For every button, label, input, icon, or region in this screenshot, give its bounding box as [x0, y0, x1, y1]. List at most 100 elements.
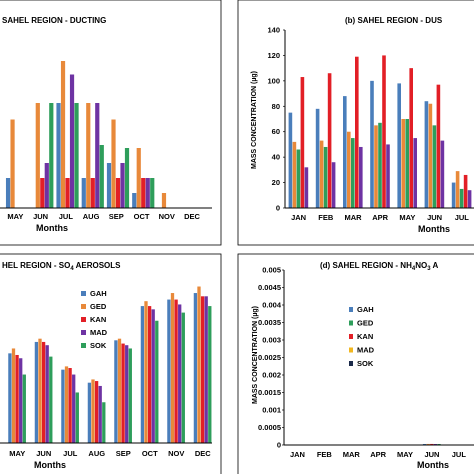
panel-d-x-tick: JAN [290, 450, 305, 459]
panel-b-bar-gah [424, 101, 429, 208]
panel-b-bar-gah [288, 112, 293, 208]
panel-b-x-tick: JUN [427, 213, 442, 222]
panel-b: (b) SAHEL REGION - DUS MASS CONCENTRATIO… [237, 0, 474, 246]
panel-b-bar-mad [304, 167, 309, 208]
panel-a-frame [0, 0, 222, 246]
panel-d-legend-label: KAN [357, 332, 373, 341]
panel-b-bar-ged [319, 140, 324, 208]
panel-b-x-tick: APR [372, 213, 388, 222]
panel-c-bar-ged [117, 338, 122, 443]
panel-b-y-ticks: 0 20 40 60 80 100 120 140 [267, 26, 285, 213]
panel-c-bar-gah [167, 299, 171, 443]
panel-b-x-label: Months [418, 224, 450, 234]
panel-c-bar-kan [121, 343, 125, 443]
panel-a-bar-ged [60, 61, 66, 208]
panel-d-bar-ged [426, 443, 430, 445]
panel-a-bar-sok [74, 103, 79, 208]
panel-c-legend-swatch-mad [81, 330, 86, 335]
panel-a: SAHEL REGION - DUCTING MAY JUN JUL AUG SEP OC… [0, 0, 222, 246]
panel-d-legend-label: GED [357, 319, 374, 328]
panel-a-bar-kan [40, 178, 45, 208]
panel-c-bar-ged [170, 293, 175, 443]
panel-c-bar-gah [61, 369, 65, 443]
panel-a-bar-gah [106, 163, 112, 208]
panel-d-x-tick: MAY [397, 450, 413, 459]
panel-d-x-tick: APR [370, 450, 386, 459]
panel-a-bar-mad [44, 163, 49, 208]
panel-c-x-tick: OCT [142, 449, 158, 458]
panel-d-legend-swatch-gah [349, 307, 353, 312]
panel-a-bar-mad [69, 74, 75, 208]
panel-a-bar-ged [161, 193, 167, 208]
panel-a-x-ticks: MAY JUN JUL AUG SEP OCT NOV DEC [7, 212, 200, 221]
panel-d-y-tick: 0.0025 [258, 353, 281, 362]
panel-c-bar-gah [193, 293, 198, 443]
panel-b-bar-sok [323, 146, 328, 208]
panel-b-bar-ged [292, 141, 297, 208]
panel-c-title-suffix: AEROSOLS [74, 261, 121, 270]
panel-b-bar-sok [459, 188, 464, 208]
panel-b-y-tick: 40 [272, 153, 280, 162]
panel-a-bar-gah [81, 178, 86, 208]
panel-c-bar-ged [11, 348, 16, 443]
panel-c-bar-kan [174, 299, 178, 443]
panel-a-bar-gah [56, 103, 61, 208]
panel-d-legend-label: SOK [357, 359, 374, 368]
panel-b-bar-ged [374, 125, 378, 208]
panel-b-y-tick: 120 [267, 51, 280, 60]
panel-a-title: SAHEL REGION - DUCTING [2, 16, 106, 25]
panel-d-x-ticks: JAN FEB MAR APR MAY JUN JUL [290, 450, 466, 459]
panel-a-x-tick: NOV [159, 212, 175, 221]
panel-c-bar-mad [19, 358, 23, 443]
panel-d-y-tick: 0.002 [262, 371, 281, 380]
panel-c-x-tick: JUL [63, 449, 78, 458]
panel-a-bar-mad [95, 103, 100, 208]
panel-b-bar-ged [455, 171, 460, 208]
panel-d-y-tick: 0.0015 [258, 388, 281, 397]
panel-c-bar-ged [38, 338, 42, 443]
panel-d-y-tick: 0.004 [262, 301, 282, 310]
panel-b-bar-kan [355, 56, 359, 209]
panel-c-bar-gah [114, 340, 118, 443]
panel-c-bar-mad [98, 385, 102, 443]
panel-a-bar-sok [150, 178, 155, 208]
panel-c-x-ticks: MAY JUN JUL AUG SEP OCT NOV DEC [9, 449, 211, 458]
panel-d-legend-swatch-ged [349, 320, 353, 326]
panel-a-x-tick: SEP [109, 212, 124, 221]
panel-a-x-tick: JUL [59, 212, 74, 221]
panel-c-x-tick: AUG [88, 449, 105, 458]
panel-c-bar-gah [87, 382, 92, 443]
panel-c-legend-label: GED [90, 302, 107, 311]
panel-c-x-tick: JUN [36, 449, 51, 458]
panel-d-legend-label: GAH [357, 305, 374, 314]
panel-c-bar-mad [125, 345, 129, 443]
panel-d-y-tick: 0.0005 [258, 423, 281, 432]
panel-d-y-tick: 0.001 [262, 406, 281, 415]
panel-a-bar-ged [10, 119, 15, 208]
panel-d-y-tick: 0.0045 [258, 283, 281, 292]
panel-b-bar-gah [370, 80, 374, 208]
panel-d-frame [237, 253, 474, 474]
panel-b-bar-ged [428, 103, 433, 208]
panel-a-bar-kan [65, 178, 70, 208]
panel-c-legend-label: GAH [90, 289, 107, 298]
panel-d-x-tick: FEB [317, 450, 333, 459]
panel-a-bar-sok [49, 103, 54, 208]
panel-d-legend-swatch-sok [349, 361, 353, 366]
panel-a-x-tick: OCT [134, 212, 150, 221]
panel-b-bar-kan [327, 73, 332, 208]
panel-c-bar-ged [91, 379, 95, 443]
panel-c-bar-sok [155, 320, 159, 443]
panel-c-x-tick: NOV [168, 449, 184, 458]
panel-c-bar-ged [144, 301, 148, 443]
panel-b-bar-gah [397, 83, 401, 208]
panel-b-y-tick: 20 [272, 178, 280, 187]
panel-d-title-suffix: A [431, 261, 439, 270]
panel-c-bar-mad [72, 374, 76, 443]
panel-c-bar-sok [22, 374, 26, 443]
panel-c-bar-mad [45, 345, 49, 443]
panel-d-title-prefix: (d) SAHEL REGION - NH [320, 261, 412, 270]
panel-c-bar-kan [41, 341, 46, 443]
panel-a-bar-sok [99, 145, 104, 208]
